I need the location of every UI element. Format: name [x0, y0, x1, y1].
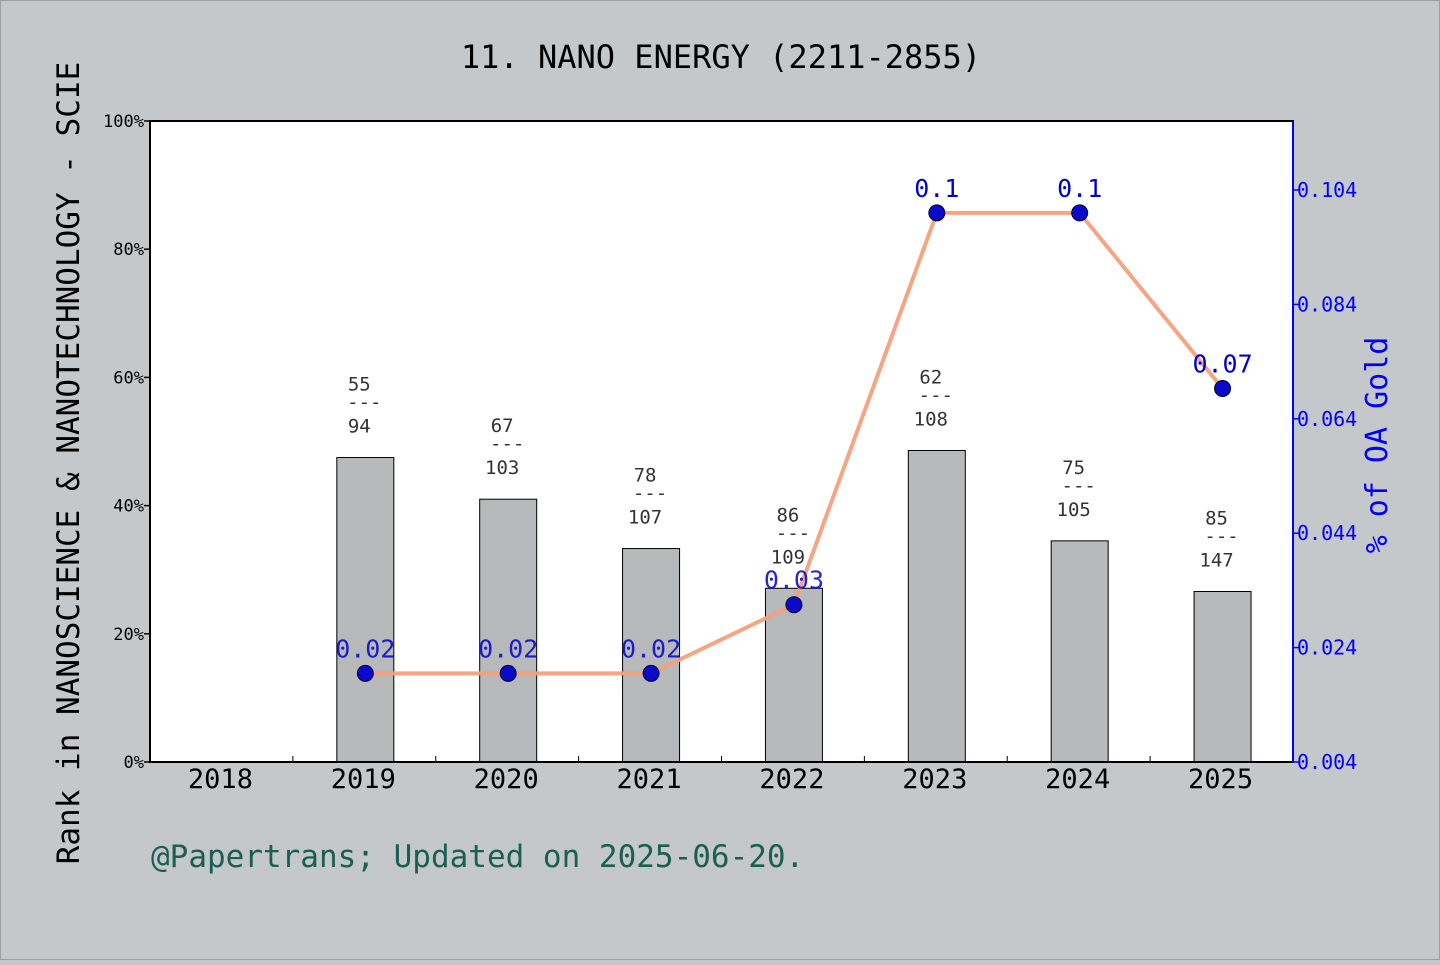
x-tick-label: 2018	[188, 764, 253, 795]
y-tick-label: 0%	[124, 753, 144, 773]
bar-label-separator: ---	[776, 522, 810, 544]
bar-label-total: 147	[1199, 549, 1233, 571]
bar-label-separator: ---	[919, 384, 953, 406]
bar-label-rank: 75	[1062, 457, 1085, 479]
oa-gold-point-2022	[785, 596, 803, 614]
y2-tick-label: 0.084	[1297, 292, 1357, 316]
bar-label-total: 105	[1057, 499, 1091, 521]
bar-2020	[479, 498, 538, 763]
y-tick-label: 60%	[113, 368, 144, 388]
bar-2019	[336, 457, 395, 763]
bar-label-rank: 62	[919, 366, 942, 388]
y-axis-label: Rank in NANOSCIENCE & NANOTECHNOLOGY - S…	[51, 62, 87, 865]
oa-gold-label: 0.1	[914, 174, 959, 203]
x-tick-label: 2021	[617, 764, 682, 795]
right-axis: 0.004 0.024 0.044 0.064 0.084 0.104	[1293, 178, 1357, 774]
bar-label-rank: 55	[348, 374, 371, 396]
left-axis: 0% 20% 40% 60% 80% 100%	[103, 112, 150, 773]
oa-gold-label: 0.02	[478, 634, 538, 663]
bar-label-total: 94	[348, 416, 371, 438]
bar-label-rank: 67	[491, 415, 514, 437]
bar-label-separator: ---	[1062, 475, 1096, 497]
bar-2023	[907, 449, 966, 763]
bar-label-rank: 85	[1205, 507, 1228, 529]
bar-label-total: 107	[628, 507, 662, 529]
x-axis: 2018 2019 2020 2021 2022 2023 2024 2025	[188, 756, 1253, 795]
oa-gold-point-2020	[499, 664, 517, 682]
x-tick-label: 2024	[1045, 764, 1110, 795]
bar-2025	[1193, 590, 1252, 763]
oa-gold-point-2019	[356, 664, 374, 682]
bar-label-separator: ---	[347, 392, 381, 414]
y2-tick-label: 0.024	[1297, 636, 1357, 660]
bar-labels-layer: 55---94 67---103 78---107 86---10962---1087…	[347, 366, 1239, 571]
line-labels-layer: 0.02 0.02 0.02 0.03 0.1 0.1 0.07	[335, 174, 1252, 663]
bar-label-total: 109	[771, 546, 805, 568]
oa-gold-label: 0.1	[1057, 174, 1102, 203]
bar-label-separator: ---	[1204, 525, 1238, 547]
x-tick-label: 2023	[902, 764, 967, 795]
bar-label-separator: ---	[633, 483, 667, 505]
bar-label-rank: 78	[634, 465, 657, 487]
oa-gold-label: 0.02	[621, 634, 681, 663]
x-tick-label: 2020	[474, 764, 539, 795]
y2-tick-label: 0.044	[1297, 521, 1357, 545]
oa-gold-point-2024	[1071, 204, 1089, 222]
bar-label-separator: ---	[490, 433, 524, 455]
plot-area	[150, 121, 1293, 762]
oa-gold-point-2023	[928, 204, 946, 222]
bar-2021	[622, 548, 681, 763]
y-tick-label: 40%	[113, 497, 144, 517]
y2-axis-label: % of OA Gold	[1360, 337, 1395, 554]
bars-layer	[336, 449, 1252, 763]
bar-label-total: 108	[914, 408, 948, 430]
bar-label-total: 103	[485, 457, 519, 479]
y-tick-label: 100%	[103, 112, 144, 132]
oa-gold-label: 0.07	[1192, 349, 1252, 378]
line-layer	[356, 204, 1232, 682]
y-tick-label: 80%	[113, 240, 144, 260]
y-tick-label: 20%	[113, 625, 144, 645]
y2-tick-label: 0.004	[1297, 750, 1357, 774]
bar-label-rank: 86	[776, 504, 799, 526]
bar-2024	[1050, 540, 1109, 763]
footnote: @Papertrans; Updated on 2025-06-20.	[151, 839, 804, 875]
bar-2022	[764, 587, 823, 763]
oa-gold-point-2021	[642, 664, 660, 682]
oa-gold-point-2025	[1214, 379, 1232, 397]
x-tick-label: 2019	[331, 764, 396, 795]
y2-tick-label: 0.104	[1297, 178, 1357, 202]
chart-title: 11. NANO ENERGY (2211-2855)	[461, 38, 981, 76]
oa-gold-label: 0.03	[764, 566, 824, 595]
y2-tick-label: 0.064	[1297, 407, 1357, 431]
x-tick-label: 2022	[759, 764, 824, 795]
x-tick-label: 2025	[1188, 764, 1253, 795]
oa-gold-label: 0.02	[335, 634, 395, 663]
